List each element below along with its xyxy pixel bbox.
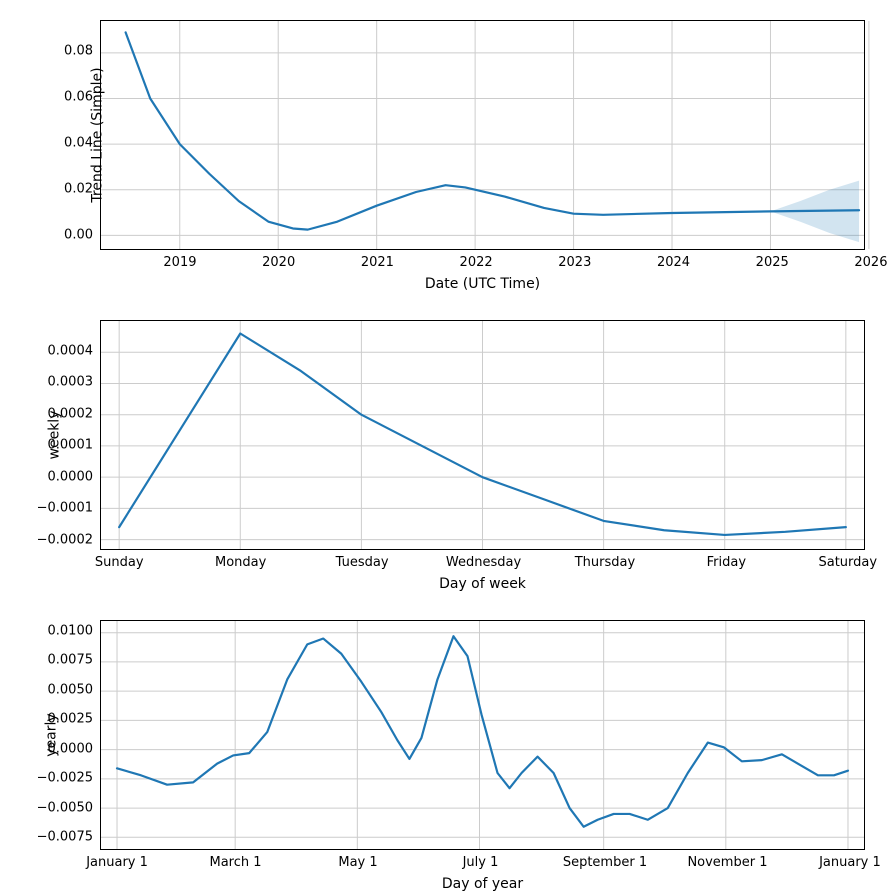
yearly-xtick: July 1 <box>463 849 499 870</box>
weekly-ytick: 0.0000 <box>48 469 102 484</box>
trend-ytick: 0.08 <box>64 44 101 59</box>
weekly-xlabel: Day of week <box>439 576 526 592</box>
yearly-plot-area: −0.0075−0.0050−0.00250.00000.00250.00500… <box>100 620 865 850</box>
trend-ytick: 0.00 <box>64 228 101 243</box>
yearly-ytick: −0.0075 <box>37 830 101 845</box>
weekly-xtick: Monday <box>215 549 266 570</box>
yearly-xtick: March 1 <box>209 849 261 870</box>
weekly-plot-area: −0.0002−0.00010.00000.00010.00020.00030.… <box>100 320 865 550</box>
yearly-ylabel: yearly <box>44 713 60 756</box>
weekly-panel: −0.0002−0.00010.00000.00010.00020.00030.… <box>100 320 865 550</box>
weekly-ytick: −0.0001 <box>37 501 101 516</box>
weekly-ytick: 0.0003 <box>48 375 102 390</box>
yearly-ytick: −0.0050 <box>37 800 101 815</box>
weekly-ylabel: weekly <box>46 411 62 460</box>
weekly-xtick: Sunday <box>95 549 144 570</box>
weekly-ytick: 0.0004 <box>48 343 102 358</box>
weekly-xtick: Friday <box>707 549 746 570</box>
weekly-svg <box>101 321 864 549</box>
yearly-ytick: −0.0025 <box>37 771 101 786</box>
trend-xtick: 2023 <box>558 249 591 270</box>
trend-svg <box>101 21 864 249</box>
weekly-xtick: Thursday <box>575 549 635 570</box>
trend-xtick: 2025 <box>756 249 789 270</box>
trend-line <box>126 32 859 229</box>
trend-panel: 0.000.020.040.060.0820192020202120222023… <box>100 20 865 250</box>
trend-plot-area: 0.000.020.040.060.0820192020202120222023… <box>100 20 865 250</box>
weekly-xtick: Saturday <box>818 549 877 570</box>
yearly-xtick: January 1 <box>86 849 148 870</box>
trend-xtick: 2022 <box>460 249 493 270</box>
trend-xtick: 2019 <box>163 249 196 270</box>
yearly-ytick: 0.0100 <box>48 623 102 638</box>
trend-xtick: 2026 <box>854 249 887 270</box>
trend-xtick: 2021 <box>361 249 394 270</box>
trend-xtick: 2024 <box>657 249 690 270</box>
weekly-ytick: −0.0002 <box>37 532 101 547</box>
yearly-ytick: 0.0050 <box>48 682 102 697</box>
yearly-panel: −0.0075−0.0050−0.00250.00000.00250.00500… <box>100 620 865 850</box>
yearly-line <box>117 636 848 827</box>
yearly-xtick: May 1 <box>338 849 377 870</box>
yearly-xtick: November 1 <box>687 849 767 870</box>
yearly-xtick: September 1 <box>563 849 647 870</box>
trend-ylabel: Trend Line (Simple) <box>90 67 106 202</box>
figure: 0.000.020.040.060.0820192020202120222023… <box>0 0 889 890</box>
weekly-xtick: Wednesday <box>446 549 521 570</box>
yearly-xtick: January 1 <box>819 849 881 870</box>
weekly-xtick: Tuesday <box>336 549 389 570</box>
yearly-svg <box>101 621 864 849</box>
yearly-ytick: 0.0075 <box>48 653 102 668</box>
trend-xtick: 2020 <box>262 249 295 270</box>
trend-xlabel: Date (UTC Time) <box>425 276 540 292</box>
